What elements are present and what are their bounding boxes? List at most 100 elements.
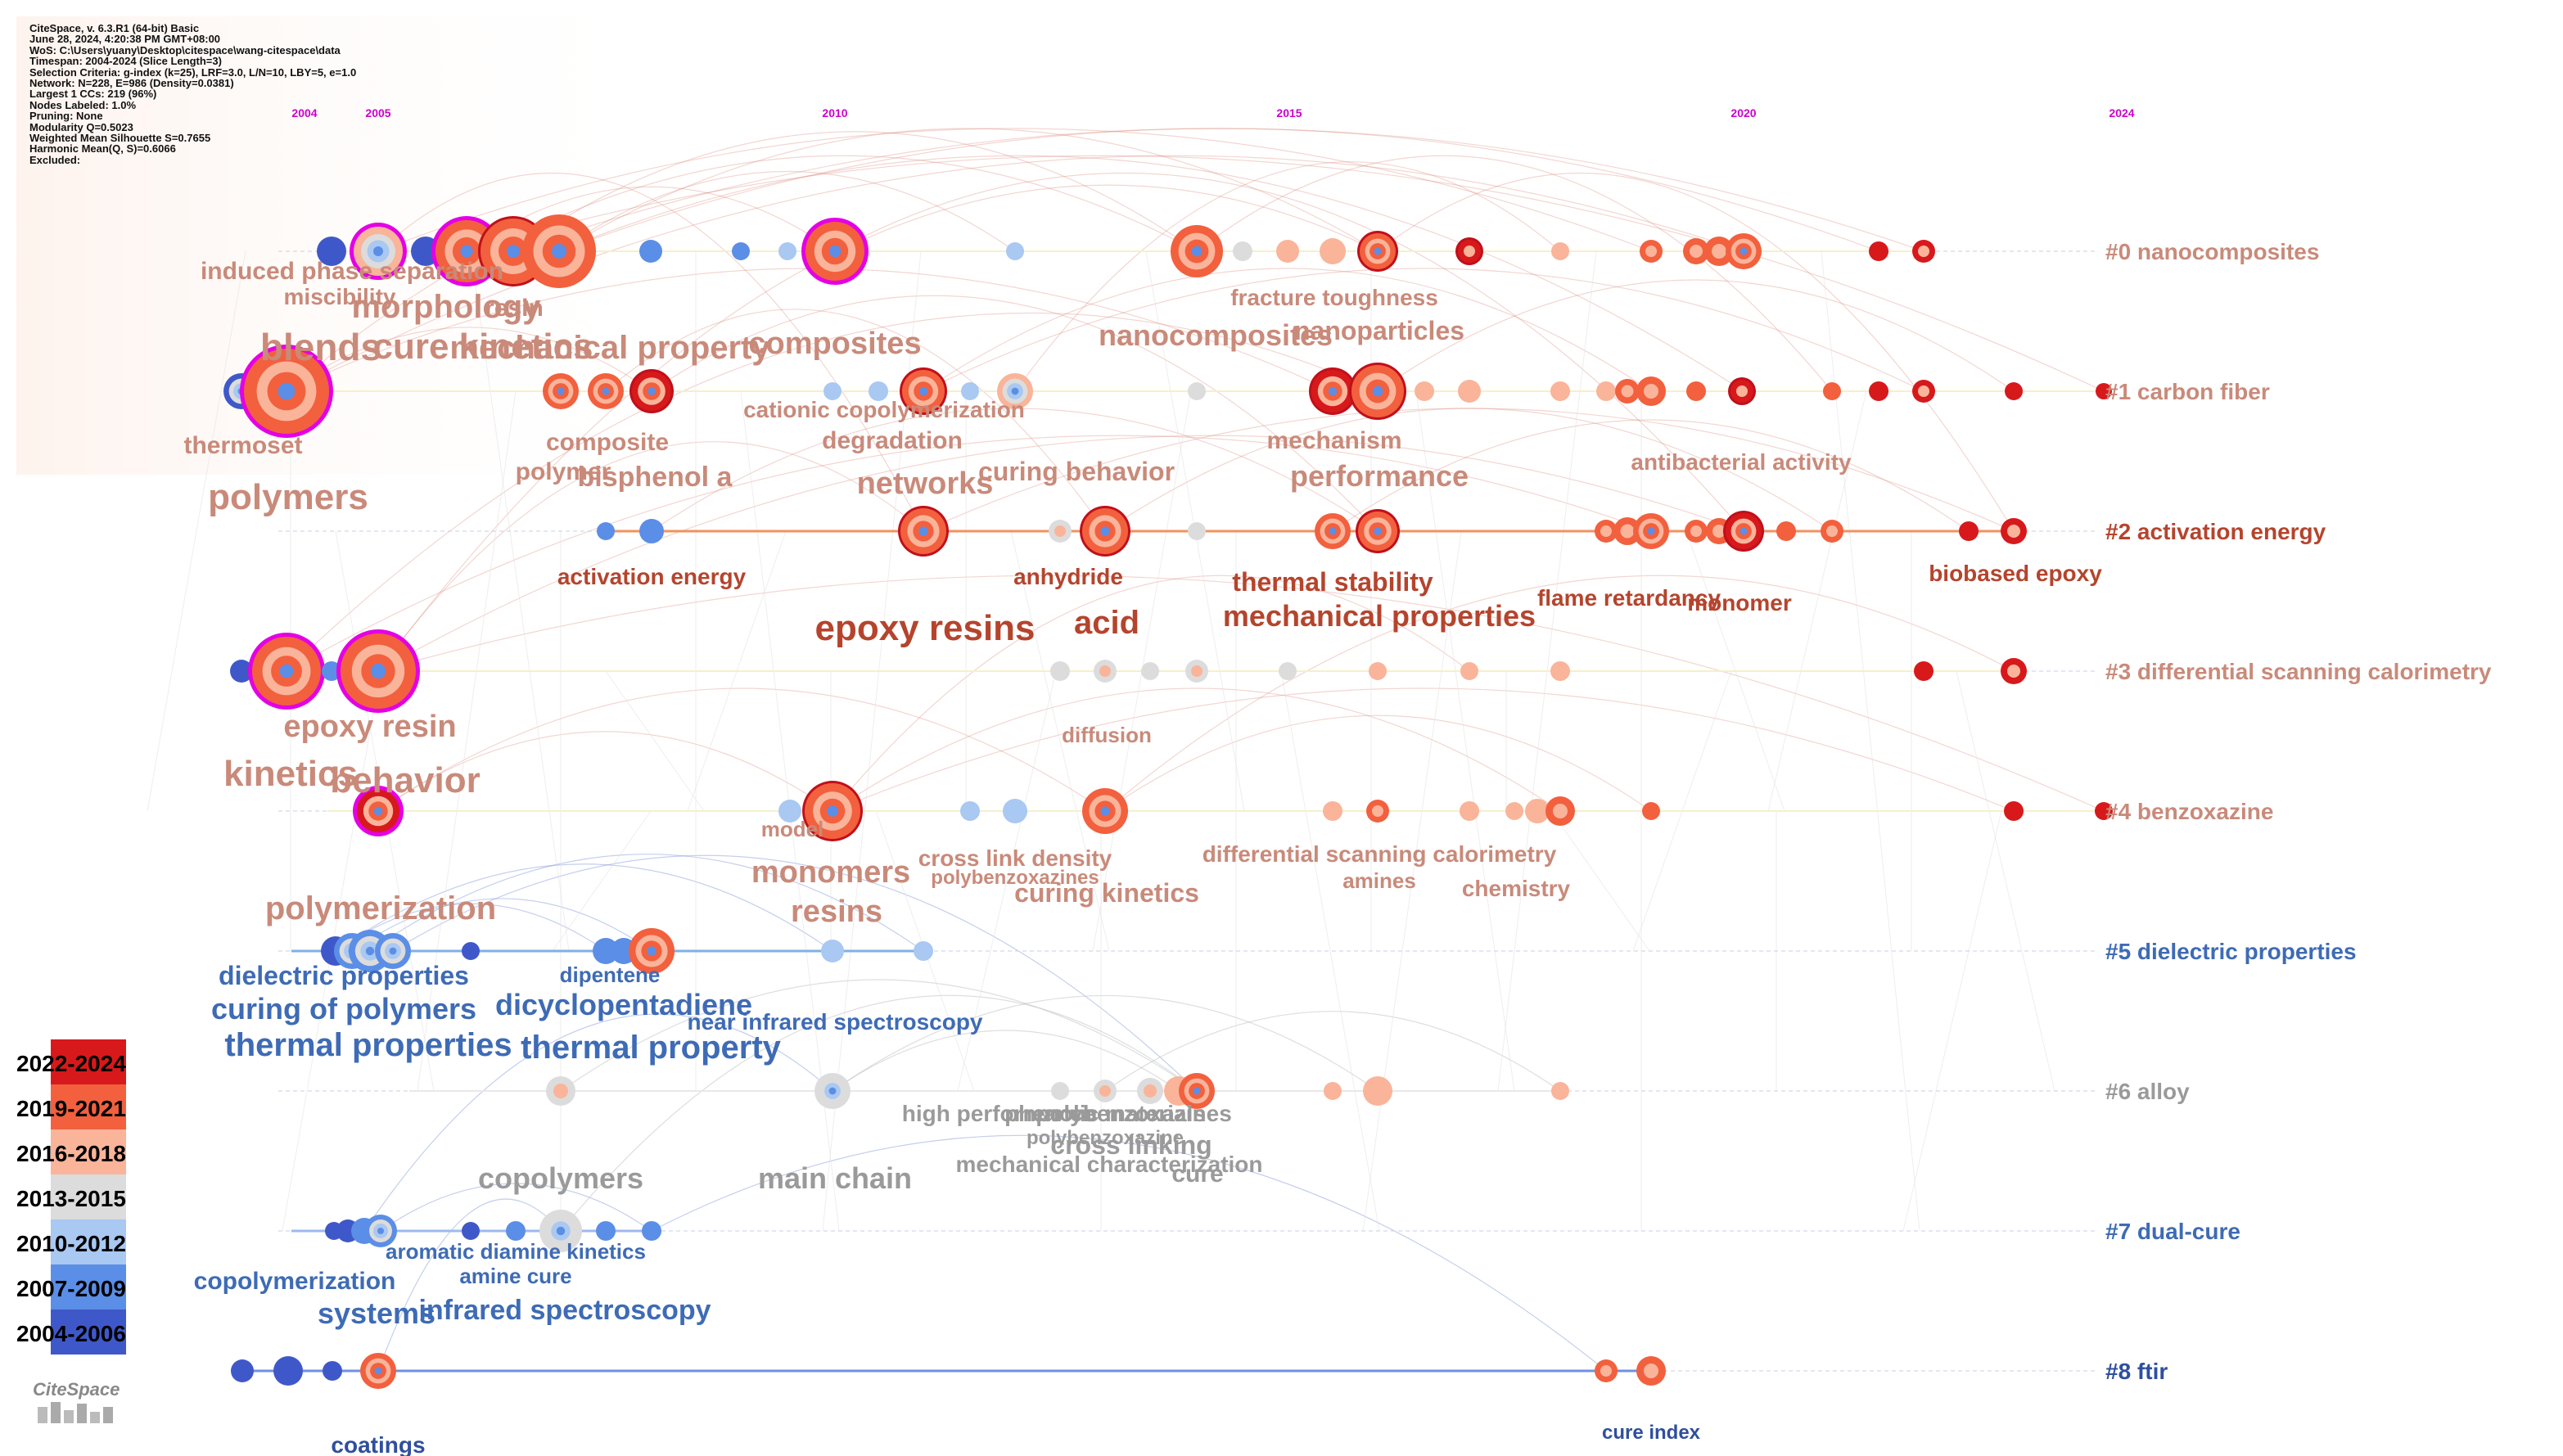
keyword-node[interactable] (1369, 662, 1387, 680)
keyword-node[interactable] (1595, 1359, 1618, 1382)
keyword-node[interactable] (1366, 800, 1389, 823)
keyword-node[interactable] (1551, 242, 1569, 260)
keyword-node[interactable] (1633, 513, 1669, 549)
keyword-node[interactable] (1094, 1080, 1117, 1102)
keyword-node[interactable] (1171, 225, 1223, 277)
cluster-label[interactable]: #8 ftir (2105, 1359, 2168, 1384)
keyword-node[interactable] (1094, 660, 1117, 683)
keyword-node[interactable] (1912, 380, 1935, 403)
keyword-node[interactable] (2001, 658, 2027, 684)
keyword-node[interactable] (2096, 383, 2112, 399)
keyword-node[interactable] (1959, 521, 1979, 541)
keyword-node[interactable] (1082, 788, 1128, 834)
keyword-node[interactable] (2005, 382, 2023, 400)
keyword-node[interactable] (1357, 231, 1398, 272)
keyword-node[interactable] (814, 1073, 851, 1109)
keyword-node[interactable] (522, 214, 596, 288)
keyword-node[interactable] (1505, 802, 1523, 820)
keyword-node[interactable] (823, 382, 842, 400)
keyword-node[interactable] (353, 786, 404, 836)
keyword-node[interactable] (375, 933, 411, 969)
keyword-node[interactable] (801, 218, 869, 285)
keyword-node[interactable] (2095, 802, 2113, 820)
keyword-node[interactable] (506, 1221, 526, 1241)
keyword-node[interactable] (1869, 241, 1888, 261)
keyword-node[interactable] (593, 938, 619, 964)
keyword-node[interactable] (914, 941, 933, 961)
keyword-node[interactable] (364, 1215, 397, 1247)
keyword-node[interactable] (1460, 801, 1479, 821)
keyword-node[interactable] (1704, 237, 1734, 266)
cluster-label[interactable]: #2 activation energy (2105, 519, 2326, 544)
keyword-node[interactable] (1363, 1076, 1392, 1106)
keyword-node[interactable] (1550, 661, 1570, 681)
keyword-node[interactable] (960, 801, 980, 821)
keyword-node[interactable] (1525, 799, 1550, 823)
keyword-node[interactable] (596, 1221, 616, 1241)
keyword-node[interactable] (1640, 240, 1663, 263)
keyword-node[interactable] (1320, 238, 1346, 264)
keyword-node[interactable] (539, 1210, 582, 1252)
keyword-node[interactable] (1869, 381, 1888, 401)
keyword-node[interactable] (543, 373, 579, 409)
keyword-node[interactable] (1914, 661, 1934, 681)
keyword-node[interactable] (1686, 381, 1706, 401)
keyword-node[interactable] (1613, 517, 1641, 545)
keyword-node[interactable] (336, 629, 420, 713)
keyword-node[interactable] (629, 369, 674, 413)
keyword-node[interactable] (1726, 233, 1762, 269)
keyword-node[interactable] (961, 382, 979, 400)
keyword-node[interactable] (642, 1221, 661, 1241)
keyword-node[interactable] (1080, 506, 1130, 557)
keyword-node[interactable] (1356, 509, 1400, 553)
keyword-node[interactable] (462, 1222, 480, 1240)
keyword-node[interactable] (1003, 799, 1027, 823)
keyword-node[interactable] (778, 242, 796, 260)
keyword-node[interactable] (1323, 801, 1342, 821)
keyword-node[interactable] (639, 240, 662, 263)
keyword-node[interactable] (1460, 662, 1478, 680)
keyword-node[interactable] (1188, 382, 1206, 400)
keyword-node[interactable] (317, 237, 346, 266)
keyword-node[interactable] (1141, 662, 1159, 680)
keyword-node[interactable] (240, 345, 333, 438)
keyword-node[interactable] (2004, 801, 2024, 821)
keyword-node[interactable] (1551, 1082, 1569, 1100)
keyword-node[interactable] (1595, 520, 1618, 543)
keyword-node[interactable] (2001, 518, 2027, 544)
keyword-node[interactable] (1050, 661, 1070, 681)
keyword-node[interactable] (273, 1356, 303, 1386)
keyword-node[interactable] (1137, 1078, 1163, 1104)
keyword-node[interactable] (1233, 241, 1252, 261)
cluster-label[interactable]: #1 carbon fiber (2105, 379, 2270, 404)
cluster-label[interactable]: #0 nanocomposites (2105, 239, 2319, 264)
keyword-node[interactable] (1823, 382, 1841, 400)
keyword-node[interactable] (1821, 520, 1843, 543)
keyword-node[interactable] (1349, 363, 1406, 420)
keyword-node[interactable] (1006, 242, 1024, 260)
cluster-label[interactable]: #6 alloy (2105, 1079, 2190, 1104)
keyword-node[interactable] (821, 940, 844, 962)
keyword-node[interactable] (802, 781, 863, 841)
keyword-node[interactable] (1723, 511, 1764, 552)
keyword-node[interactable] (1550, 381, 1570, 401)
keyword-node[interactable] (1596, 381, 1616, 401)
keyword-node[interactable] (597, 522, 615, 540)
keyword-node[interactable] (1415, 381, 1434, 401)
keyword-node[interactable] (1455, 237, 1483, 265)
keyword-node[interactable] (732, 242, 750, 260)
keyword-node[interactable] (1615, 379, 1640, 403)
keyword-node[interactable] (997, 373, 1033, 409)
keyword-node[interactable] (350, 223, 407, 280)
keyword-node[interactable] (1315, 513, 1351, 549)
keyword-node[interactable] (1636, 1356, 1666, 1386)
cluster-label[interactable]: #3 differential scanning calorimetry (2105, 659, 2492, 684)
keyword-node[interactable] (900, 367, 947, 415)
keyword-node[interactable] (1049, 520, 1072, 543)
keyword-node[interactable] (1324, 1082, 1342, 1100)
keyword-node[interactable] (1279, 662, 1297, 680)
keyword-node[interactable] (869, 381, 888, 401)
keyword-node[interactable] (323, 1361, 342, 1381)
keyword-node[interactable] (462, 942, 480, 960)
keyword-node[interactable] (546, 1076, 575, 1106)
